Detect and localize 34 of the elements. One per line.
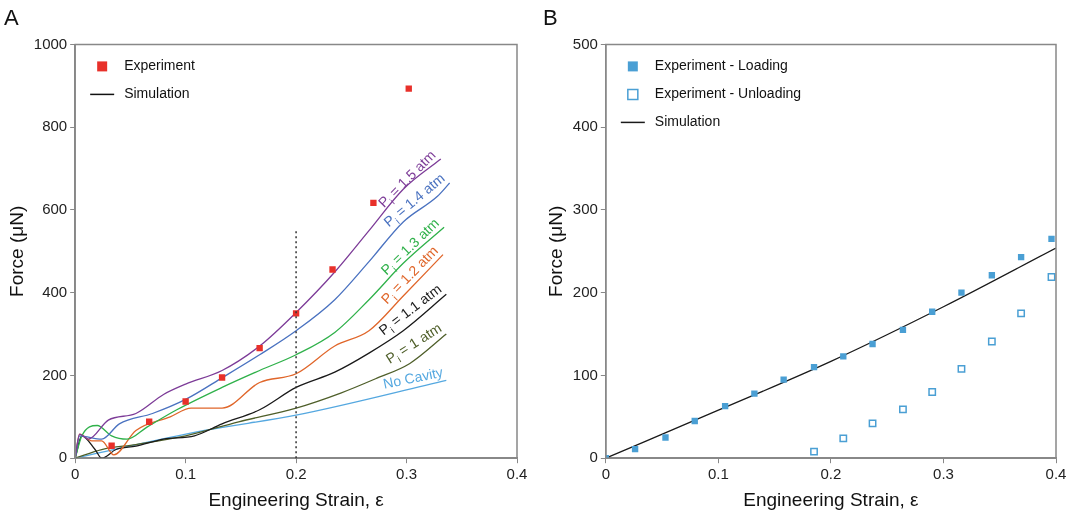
legend-label: Simulation — [654, 113, 721, 130]
y-tick-label: 100 — [572, 365, 598, 383]
x-tick-label: 0.3 — [933, 465, 954, 483]
x-tick-label: 0.4 — [1045, 465, 1067, 483]
chart-title: A — [4, 5, 19, 31]
y-tick-label: 400 — [42, 282, 68, 300]
y-tick-label: 1000 — [33, 34, 68, 52]
y-tick-label: 800 — [42, 117, 68, 135]
y-tick-label: 400 — [572, 117, 598, 135]
y-tick-label: 300 — [572, 200, 598, 218]
y-tick-label: 0 — [58, 448, 68, 466]
legend-label: Experiment — [124, 57, 196, 74]
x-tick-label: 0.2 — [820, 465, 842, 483]
x-tick-label: 0 — [601, 465, 610, 483]
legend-label: Experiment - Unloading — [654, 85, 802, 102]
x-tick-label: 0.2 — [285, 465, 307, 483]
annotation: Simulation — [124, 85, 190, 102]
x-tick-label: 0 — [71, 465, 80, 483]
y-axis-title: Force (μN) — [5, 205, 27, 297]
chart-title: B — [543, 5, 558, 31]
y-tick-label: 600 — [42, 200, 68, 218]
text: No Cavity — [381, 363, 445, 392]
x-tick-label: 0.1 — [175, 465, 197, 483]
y-axis-title: Force (μN) — [544, 205, 566, 297]
legend-label: Experiment - Loading — [654, 57, 788, 74]
y-tick-label: 200 — [42, 365, 68, 383]
y-tick-label: 200 — [572, 282, 598, 300]
y-tick-label: 500 — [572, 34, 598, 52]
x-axis-title: Engineering Strain, ε — [208, 488, 385, 510]
y-tick-label: 0 — [589, 448, 598, 466]
x-tick-label: 0.1 — [707, 465, 729, 483]
x-tick-label: 0.3 — [396, 465, 417, 483]
x-tick-label: 0.4 — [506, 465, 528, 483]
x-axis-title: Engineering Strain, ε — [743, 488, 920, 510]
